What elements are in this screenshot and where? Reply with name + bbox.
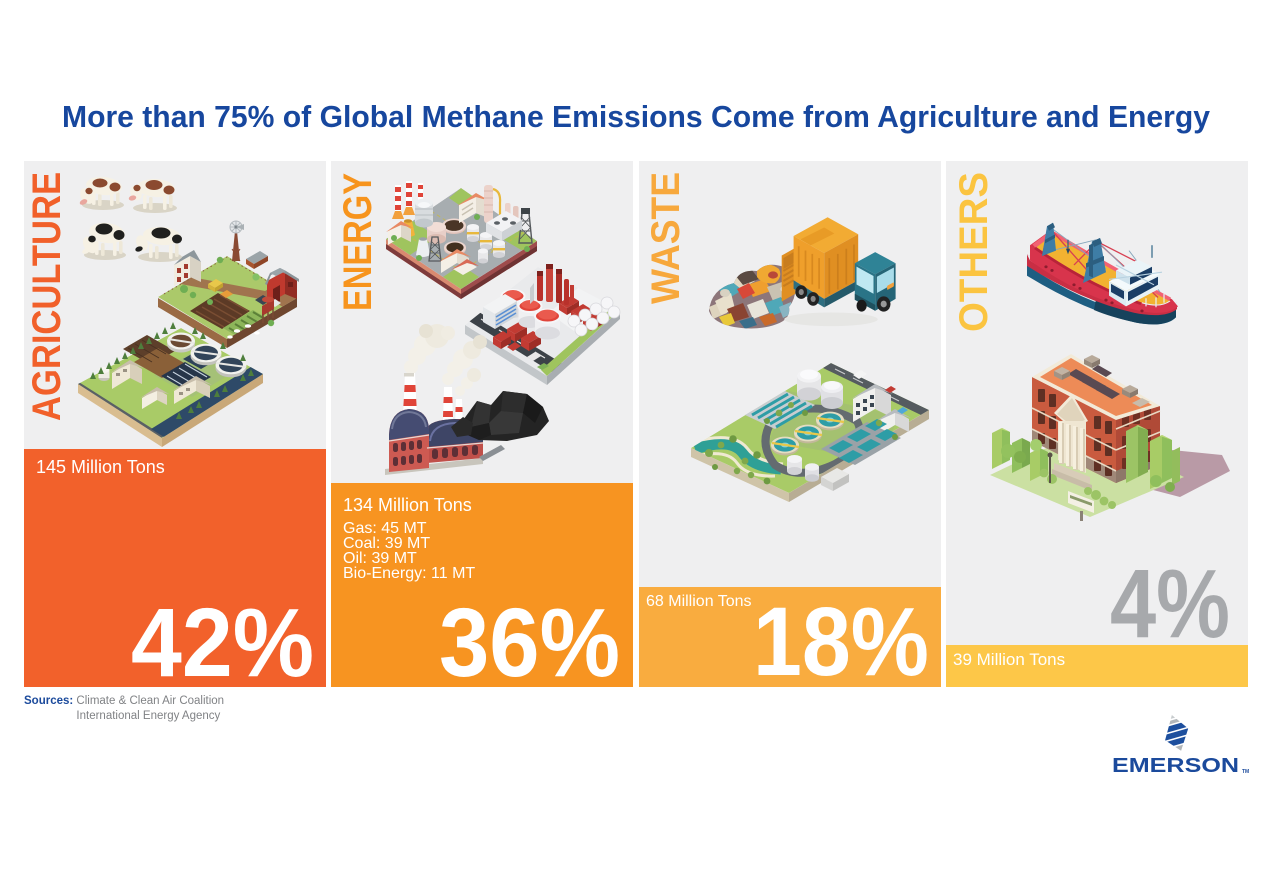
svg-text:TM: TM: [1242, 769, 1249, 775]
svg-text:42%: 42%: [131, 588, 314, 687]
svg-text:18%: 18%: [753, 587, 929, 687]
svg-text:36%: 36%: [439, 588, 620, 687]
svg-text:4%: 4%: [1110, 549, 1230, 644]
svg-text:More than 75% of Global Methan: More than 75% of Global Methane Emission…: [62, 99, 1211, 134]
svg-text:AGRICULTURE: AGRICULTURE: [25, 172, 69, 421]
svg-text:WASTE: WASTE: [644, 172, 688, 304]
svg-text:ENERGY: ENERGY: [336, 173, 380, 311]
svg-text:OTHERS: OTHERS: [952, 172, 996, 332]
svg-text:EMERSON: EMERSON: [1112, 754, 1239, 777]
